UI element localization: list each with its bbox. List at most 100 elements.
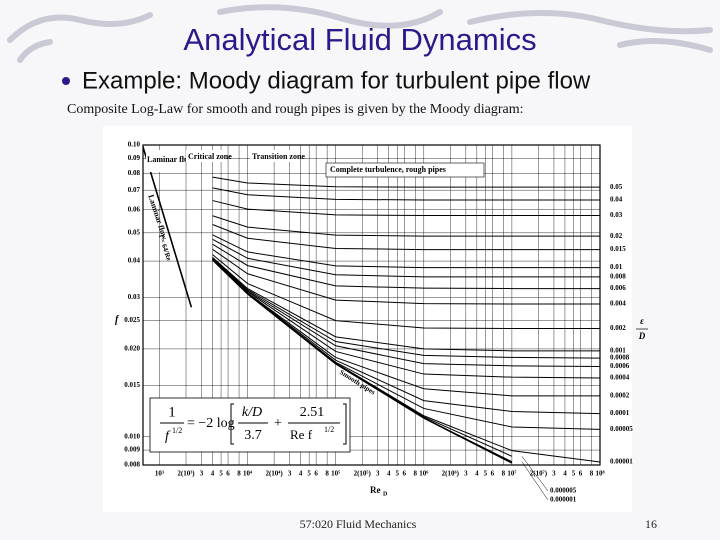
annotation: Transition zone: [252, 152, 305, 161]
eq-part: 3.7: [244, 428, 262, 443]
x-tick-label: 2(10⁴): [265, 470, 283, 478]
curve: [212, 257, 600, 368]
annotation: Critical zone: [188, 152, 232, 161]
series-label: 0.006: [610, 284, 626, 292]
footer: 57:020 Fluid Mechanics: [300, 517, 417, 531]
x-tick-label: 2(10⁷): [530, 470, 548, 478]
series-label: 0.00005: [610, 425, 633, 433]
y2-axis-label: ε: [640, 316, 644, 326]
series-label: 0.0002: [610, 392, 630, 400]
x-axis-label: Re: [370, 485, 381, 495]
equation-box: [149, 397, 351, 453]
equation: 1 f 1/2 = −2 log k/D 3.7 + 2.51 Re f 1/2: [149, 397, 351, 453]
eq-part: 2.51: [300, 405, 325, 420]
y-axis-label: f: [115, 314, 120, 325]
x-tick-label: 5: [219, 470, 223, 478]
series-label: 0.0006: [610, 362, 630, 370]
x-tick-label: 6: [491, 470, 495, 478]
x-tick-label: 8: [590, 470, 594, 478]
annotation: Laminar flow: [147, 155, 194, 164]
x-tick-label: 4: [299, 470, 303, 478]
y-tick-label: 0.008: [124, 461, 140, 469]
x-tick-label: 10⁸: [595, 470, 604, 478]
x-tick-label: 10⁴: [243, 470, 253, 478]
curve: [212, 258, 600, 379]
y-tick-label: 0.06: [128, 205, 141, 213]
curves: [143, 145, 600, 464]
annotations: Laminar flow Critical zone Transition zo…: [146, 150, 485, 241]
curve: [212, 187, 600, 201]
eq-part: = −2 log: [187, 416, 235, 431]
y2-axis-label: D: [638, 331, 646, 341]
x-tick-label: 2(10⁵): [354, 470, 372, 478]
curve: [212, 243, 600, 290]
x-tick-label: 6: [579, 470, 583, 478]
y-tick-label: 0.010: [124, 432, 140, 440]
slide-title: Analytical Fluid Dynamics: [183, 22, 536, 57]
series-label: 0.00001: [610, 458, 633, 466]
y-tick-label: 0.10: [128, 141, 141, 149]
series-label: 0.004: [610, 300, 626, 308]
x-tick-label: 8: [325, 470, 329, 478]
series-label: 0.008: [610, 273, 626, 281]
x-tick-label: 4: [563, 470, 567, 478]
brackets: [230, 403, 347, 445]
x-tick-label: 5: [484, 470, 488, 478]
x-tick-label: 10⁷: [507, 470, 516, 478]
series-label: 0.000005: [550, 487, 577, 495]
series-label: 0.015: [610, 245, 626, 253]
eq-part: k/D: [242, 405, 262, 420]
x-tick-label: 3: [552, 470, 556, 478]
annotation: Complete turbulence, rough pipes: [330, 165, 446, 174]
x-tick-label: 6: [226, 470, 230, 478]
x-tick-label: 2(10⁶): [442, 470, 460, 478]
x-tick-label: 10⁵: [331, 470, 340, 478]
eq-part: 1: [168, 404, 176, 420]
y-tick-label: 0.020: [124, 345, 140, 353]
series-label: 0.001: [610, 346, 626, 354]
curve: [143, 145, 193, 308]
curve: [212, 259, 513, 463]
x-tick-label: 6: [402, 470, 406, 478]
page-number: 16: [645, 517, 657, 531]
x-tick-label: 3: [376, 470, 380, 478]
label-box: [325, 162, 485, 178]
decoration: [7, 4, 713, 63]
x-tick-label: 4: [475, 470, 479, 478]
series-label: 0.02: [610, 232, 623, 240]
series-label: 0.04: [610, 196, 623, 204]
label-bg: [146, 150, 182, 172]
x-tick-label: 6: [314, 470, 318, 478]
x-tick-label: 4: [387, 470, 391, 478]
x-tick-label: 8: [414, 470, 418, 478]
label-leader: [521, 461, 549, 501]
x-axis-label-sub: D: [383, 491, 388, 497]
x-tick-label: 3: [464, 470, 468, 478]
series-label: 0.0004: [610, 374, 630, 382]
label-bg: [250, 150, 300, 162]
y-tick-label: 0.08: [128, 169, 141, 177]
y-tick-label: 0.015: [124, 381, 140, 389]
series-label: 0.0001: [610, 409, 630, 417]
x-tick-label: 10³: [155, 470, 164, 478]
curve: [212, 254, 600, 329]
y-tick-label: 0.09: [128, 154, 141, 162]
series-label: 0.03: [610, 211, 623, 219]
eq-part: 1/2: [172, 426, 182, 435]
curve: [212, 215, 600, 237]
series-label: 0.002: [610, 324, 626, 332]
x-tick-label: 5: [396, 470, 400, 478]
y-tick-label: 0.04: [128, 257, 141, 265]
series-label: 0.01: [610, 263, 623, 271]
x-tick-label: 10⁶: [419, 470, 428, 478]
bullet-dot: [62, 77, 70, 85]
label-leader: [521, 456, 549, 492]
x-tick-label: 3: [288, 470, 292, 478]
eq-part: Re f: [290, 427, 313, 442]
y-tick-label: 0.025: [124, 316, 140, 324]
curve: [212, 256, 600, 352]
plot-frame: [142, 144, 601, 466]
eq-part: f: [165, 429, 171, 444]
y-tick-label: 0.03: [128, 293, 141, 301]
